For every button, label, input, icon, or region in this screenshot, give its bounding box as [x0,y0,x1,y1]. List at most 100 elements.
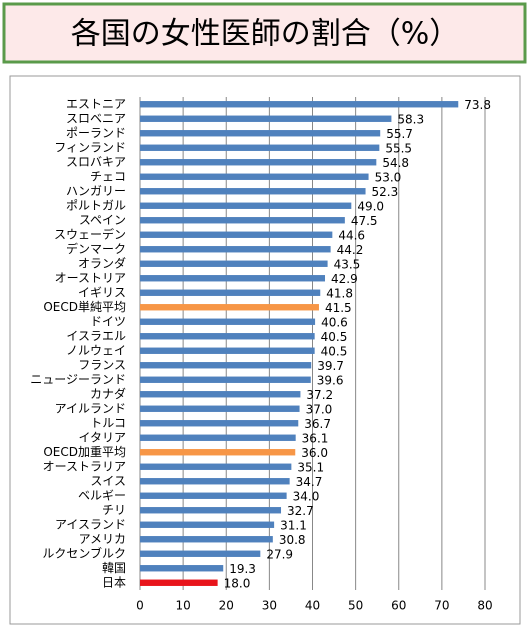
y-tick-label: ハンガリー [66,184,126,198]
bar [140,565,224,572]
x-tick-label: 20 [219,599,234,613]
bar [140,347,315,354]
bar [140,202,352,209]
y-tick-label: スイス [90,474,126,488]
value-label: 40.5 [321,330,348,344]
value-label: 39.6 [317,373,344,387]
bar [140,463,292,470]
y-tick-label: スペイン [79,213,126,227]
y-tick-label: オーストラリア [43,459,126,473]
x-tick-label: 60 [391,599,406,613]
bar [140,521,275,528]
bar [140,217,345,224]
x-tick-label: 80 [477,599,492,613]
value-label: 42.9 [331,272,358,286]
bar [140,449,296,456]
y-tick-label: オランダ [78,255,126,270]
y-tick-label: イスラエル [66,329,126,343]
bar [140,362,312,369]
value-label: 37.0 [306,402,333,416]
y-tick-label: ルクセンブルク [42,545,126,560]
y-tick-label: カナダ [90,386,126,401]
value-label: 58.3 [397,112,424,126]
value-label: 53.0 [375,170,402,184]
bar [140,492,287,499]
x-tick-label: 0 [136,599,144,613]
value-label: 18.0 [224,576,251,590]
bar [140,333,315,340]
value-label: 36.0 [301,446,328,460]
value-label: 47.5 [351,214,378,228]
x-tick-label: 30 [262,599,277,613]
y-tick-label: スウェーデン [54,226,126,241]
value-label: 54.8 [382,156,409,170]
bar [140,391,301,398]
x-tick-label: 40 [305,599,320,613]
y-tick-label: OECD加重平均 [43,445,126,459]
x-tick-label: 10 [175,599,190,613]
y-tick-label: スロベニア [66,111,126,125]
y-tick-label: イタリア [78,430,126,444]
chart-title: 各国の女性医師の割合（%） [71,17,460,52]
value-label: 31.1 [280,518,307,532]
value-label: 44.6 [338,228,365,242]
y-tick-label: オーストリア [55,271,126,285]
bar [140,130,381,137]
bar [140,231,333,238]
bar [140,478,290,485]
y-tick-label: スロバキア [66,155,126,169]
bar [140,579,218,586]
bar [140,275,326,282]
x-tick-label: 70 [434,599,449,613]
value-label: 37.2 [306,388,333,402]
value-label: 44.2 [337,243,364,257]
y-tick-label: アメリカ [79,532,126,546]
bar [140,188,366,195]
bar [140,536,273,543]
y-tick-label: アイスランド [55,517,126,531]
value-label: 39.7 [317,359,344,373]
y-tick-label: トルコ [90,416,126,430]
bar [140,434,296,441]
value-label: 30.8 [279,533,306,547]
value-label: 34.0 [293,489,320,503]
bar [140,318,316,325]
bar [140,550,261,557]
y-tick-label: チリ [102,503,126,517]
bar [140,405,300,412]
y-tick-label: アイルランド [55,401,126,415]
y-tick-label: OECD単純平均 [43,300,126,314]
y-tick-label: ノルウェイ [66,343,126,357]
bar [140,289,321,296]
bar [140,507,282,514]
bar [140,260,328,267]
value-label: 55.5 [385,141,412,155]
y-tick-label: 日本 [102,575,126,589]
y-tick-label: 韓国 [102,561,126,575]
value-label: 34.7 [296,475,323,489]
value-label: 41.8 [326,286,353,300]
bar [140,159,377,166]
y-tick-label: デンマーク [66,241,126,256]
value-label: 19.3 [229,562,256,576]
bar [140,304,319,311]
value-label: 55.7 [386,127,413,141]
y-tick-label: イギリス [78,285,126,299]
y-tick-label: ベルギー [78,488,126,502]
value-label: 40.5 [321,344,348,358]
bar [140,144,380,151]
bar [140,173,369,180]
value-label: 41.5 [325,301,352,315]
y-tick-label: ポーランド [66,126,126,140]
value-label: 35.1 [297,460,324,474]
bar [140,115,392,122]
bar [140,420,299,427]
value-label: 49.0 [357,199,384,213]
bar [140,246,331,253]
title-box [2,2,527,64]
y-tick-label: フィンランド [54,140,126,154]
bar [140,101,459,108]
y-tick-label: ニュージーランド [30,372,126,386]
x-tick-label: 50 [348,599,363,613]
